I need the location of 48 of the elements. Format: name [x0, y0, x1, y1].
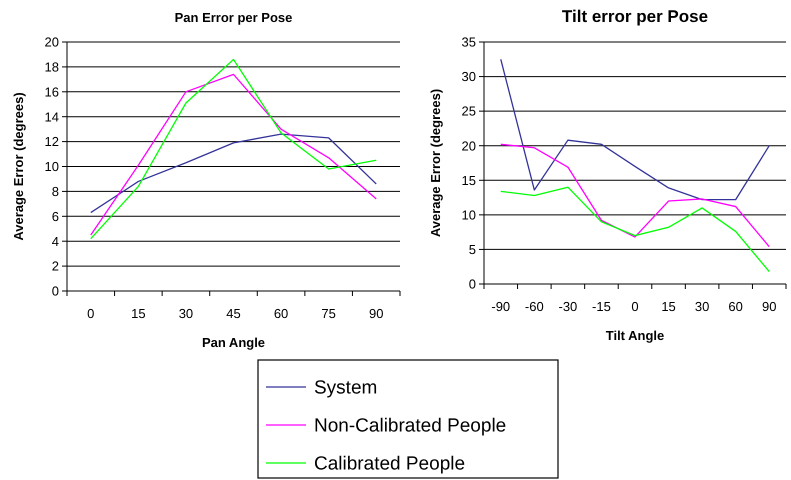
- x-axis-title: Pan Angle: [202, 335, 266, 350]
- y-tick-label: 18: [44, 59, 59, 74]
- x-tick-label: 15: [661, 299, 676, 314]
- x-tick-label: 15: [131, 306, 146, 321]
- x-tick-label: -30: [558, 299, 578, 314]
- x-tick-label: 90: [762, 299, 776, 314]
- y-tick-label: 14: [44, 109, 59, 124]
- x-tick-label: 0: [87, 306, 94, 321]
- legend-label: Non-Calibrated People: [314, 416, 506, 437]
- line-series: [90, 133, 377, 214]
- x-tick-label: -15: [592, 299, 611, 314]
- y-tick-label: 35: [462, 34, 476, 50]
- y-tick-label: 5: [468, 242, 476, 257]
- x-tick-label: 60: [274, 306, 288, 321]
- legend-label: Calibrated People: [314, 454, 466, 475]
- x-tick-label: 90: [368, 306, 384, 321]
- y-axis-title: Average Error (degrees): [11, 92, 26, 241]
- line-series: [500, 58, 770, 200]
- y-tick-label: 25: [462, 104, 476, 119]
- y-tick-label: 10: [462, 207, 476, 222]
- y-tick-label: 8: [52, 184, 59, 199]
- x-tick-label: 45: [226, 306, 241, 321]
- y-tick-label: 20: [462, 138, 476, 154]
- y-tick-label: 16: [44, 84, 59, 100]
- x-tick-label: 30: [694, 299, 710, 314]
- x-tick-label: -90: [491, 299, 510, 314]
- y-tick-label: 15: [462, 172, 476, 188]
- y-tick-label: 30: [462, 69, 476, 84]
- y-tick-label: 0: [468, 276, 476, 292]
- y-tick-label: 12: [44, 134, 59, 150]
- y-tick-label: 0: [52, 284, 59, 299]
- y-tick-label: 4: [52, 234, 59, 249]
- line-series: [500, 186, 770, 272]
- x-tick-label: 0: [631, 299, 639, 314]
- legend-label: System: [314, 378, 378, 399]
- y-tick-label: 6: [52, 208, 59, 224]
- x-tick-label: 75: [321, 306, 336, 321]
- y-tick-label: 10: [44, 159, 59, 174]
- y-tick-label: 20: [44, 34, 59, 50]
- line-series: [500, 144, 770, 248]
- chart-title: Tilt error per Pose: [562, 7, 708, 26]
- x-tick-label: -60: [524, 299, 544, 314]
- x-axis-title: Tilt Angle: [606, 328, 664, 343]
- chart-title: Pan Error per Pose: [174, 10, 292, 25]
- y-tick-label: 2: [52, 258, 59, 274]
- y-axis-title: Average Error (degrees): [428, 88, 443, 238]
- x-tick-label: 60: [728, 299, 743, 314]
- x-tick-label: 30: [178, 306, 194, 321]
